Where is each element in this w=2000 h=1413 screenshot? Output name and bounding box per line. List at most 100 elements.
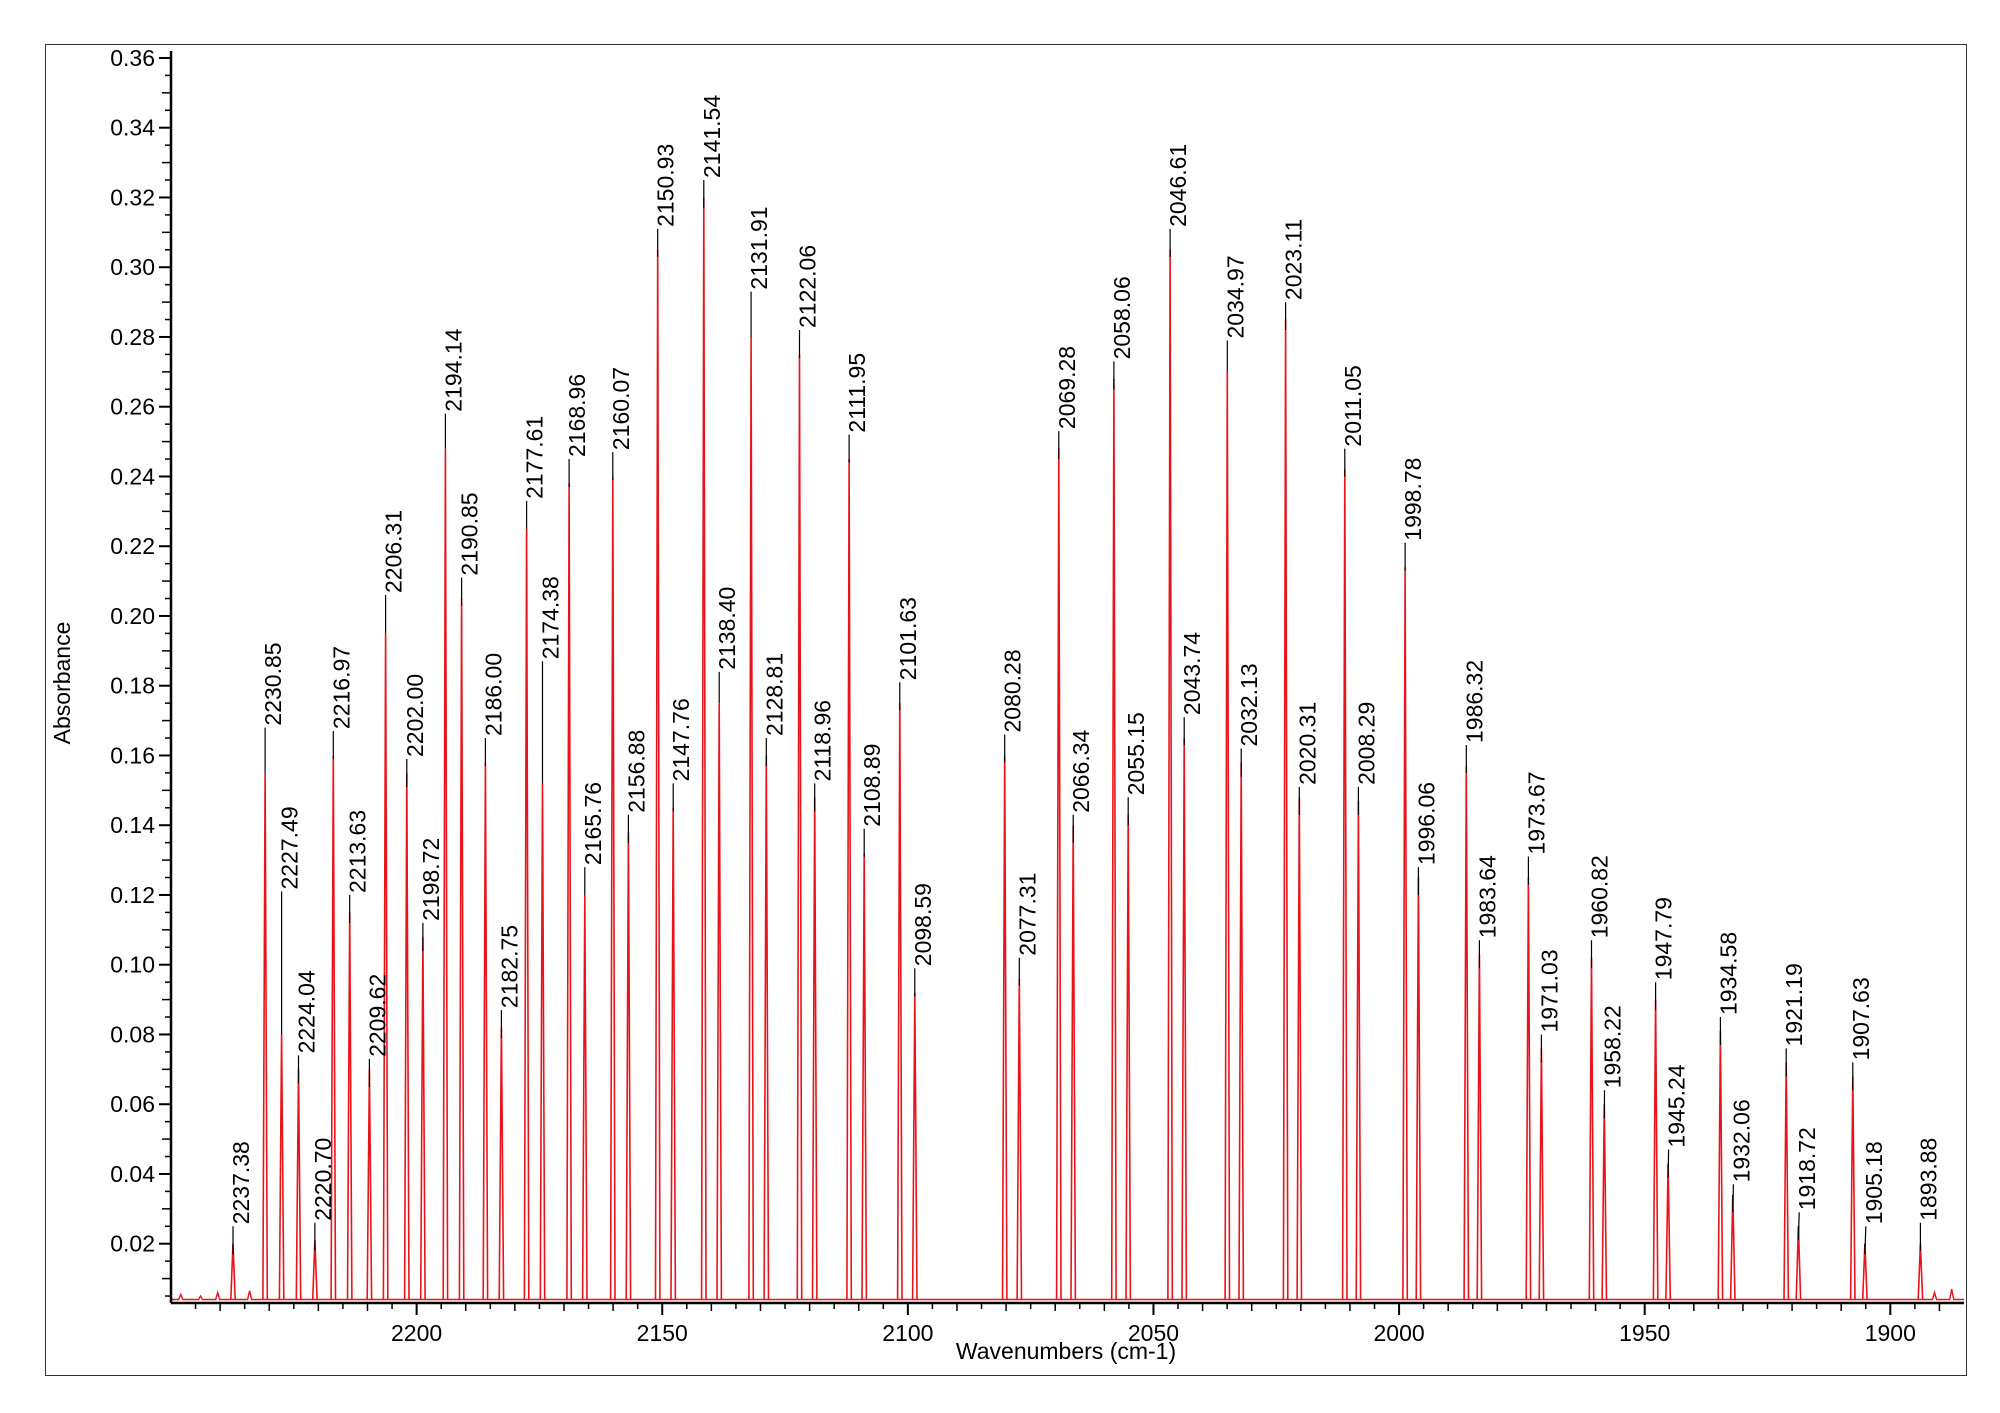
peak-label: 2206.31 [381,510,407,593]
peak-spike [911,992,918,1300]
peak-label: 2118.96 [810,700,836,781]
absorbance-spectrum-chart: 2237.38 2230.85 2227.49 2224.04 2220.70 2216.… [49,45,1964,1364]
peak-spike [566,483,573,1300]
peak-spike [1415,877,1422,1300]
peak-label: 2131.91 [746,206,772,289]
peak-spike [625,832,632,1300]
peak-spike [1717,1030,1724,1300]
peak-label: 2182.75 [496,925,522,1008]
peak-spike [1525,877,1532,1300]
peak-spike [1070,825,1077,1300]
peak-label: 2069.28 [1054,346,1080,429]
peak-spike [861,853,868,1300]
y-tick-label: 0.26 [110,394,155,420]
peak-spike [482,762,489,1300]
peak-spike [654,249,661,1300]
peak-label: 2237.38 [228,1141,254,1224]
peak-spike [1016,978,1023,1300]
peak-spike [1181,737,1188,1300]
peak-spike [581,894,588,1300]
x-tick-label: 2050 [1128,1320,1179,1346]
peak-label: 2108.89 [859,744,885,827]
peak-spike [1001,755,1008,1300]
y-tick-label: 0.04 [110,1161,155,1187]
peak-label: 2160.07 [608,367,634,450]
peak-label: 2046.61 [1165,144,1191,227]
y-tick-label: 0.36 [110,45,155,71]
y-tick-label: 0.10 [110,952,155,978]
peak-spike [1601,1104,1608,1300]
peak-label: 1947.79 [1651,897,1677,980]
peak-label: 2020.31 [1294,702,1320,785]
y-axis-title: Absorbance [49,622,75,745]
y-tick-label: 0.18 [110,673,155,699]
peak-spike [1238,762,1245,1300]
peak-label: 2147.76 [668,698,694,781]
axes-group [169,51,1964,1305]
peak-spike [1849,1076,1856,1300]
peak-label: 2213.63 [345,810,371,893]
y-tick-label: 0.24 [110,463,155,489]
peak-spike [1402,567,1409,1300]
y-tick-label: 0.28 [110,324,155,350]
y-tick-label: 0.16 [110,742,155,768]
peak-label: 1907.63 [1848,977,1874,1060]
peak-labels-group: 2237.38 2230.85 2227.49 2224.04 2220.70 2216.… [228,95,1941,1225]
peak-label: 2043.74 [1179,632,1205,715]
peak-leader-lines-group [232,180,1922,1255]
peak-label: 2150.93 [653,144,679,227]
peak-label: 1960.82 [1587,855,1613,938]
y-tick-label: 0.22 [110,533,155,559]
peak-spike [748,336,755,1300]
peak-leader-line [1797,1212,1800,1241]
peak-spike [1538,1048,1545,1300]
peak-label: 2098.59 [910,883,936,966]
peak-label: 2011.05 [1340,365,1366,446]
peak-label: 1893.88 [1915,1138,1941,1221]
peak-label: 2168.96 [564,374,590,457]
peak-spike [1463,765,1470,1300]
peak-label: 2156.88 [623,730,649,813]
y-tick-label: 0.32 [110,184,155,210]
peak-spike [896,703,903,1300]
peak-spike [1125,814,1132,1300]
peak-label: 1996.06 [1413,782,1439,865]
y-tick-label: 0.14 [110,812,155,838]
peak-spike [278,1034,285,1300]
peak-spike [382,633,389,1300]
peak-label: 2186.00 [480,653,506,736]
peak-label: 2111.95 [844,353,870,433]
peak-spike [1282,319,1289,1300]
peak-spike [1224,371,1231,1300]
spectrum-baseline-line [171,1288,1964,1301]
x-tick-label: 2150 [637,1320,688,1346]
peak-spike [1355,800,1362,1300]
peak-label: 2034.97 [1222,255,1248,338]
y-tick-label: 0.30 [110,254,155,280]
peak-label: 2077.31 [1014,873,1040,956]
peak-label: 2194.14 [440,328,466,411]
peak-label: 1934.58 [1715,932,1741,1015]
peak-spike [262,772,269,1300]
peak-label: 1958.22 [1600,1005,1626,1088]
peak-spike [1783,1062,1790,1300]
peak-spike [1110,378,1117,1300]
peak-label: 2055.15 [1123,712,1149,795]
chart-frame: 2237.38 2230.85 2227.49 2224.04 2220.70 2216.… [45,44,1967,1376]
x-ticks-group: 2200 2150 2100 2050 2000 1950 1900 [194,1303,1941,1346]
peak-label: 2138.40 [714,587,740,670]
peak-label: 1983.64 [1474,855,1500,938]
peak-label: 2141.54 [699,95,725,178]
peak-spike [498,1027,505,1300]
peak-label: 2165.76 [580,782,606,865]
peak-label: 2209.62 [364,974,390,1057]
peak-leader-line [1864,1226,1867,1255]
peak-label: 2190.85 [457,492,483,575]
peak-spike [1341,469,1348,1300]
peak-spike [700,197,707,1300]
peak-spike [1652,999,1659,1300]
peak-label: 2227.49 [277,806,303,889]
y-tick-label: 0.08 [110,1021,155,1047]
peak-label: 2177.61 [522,416,548,499]
peak-label: 2008.29 [1353,702,1379,785]
